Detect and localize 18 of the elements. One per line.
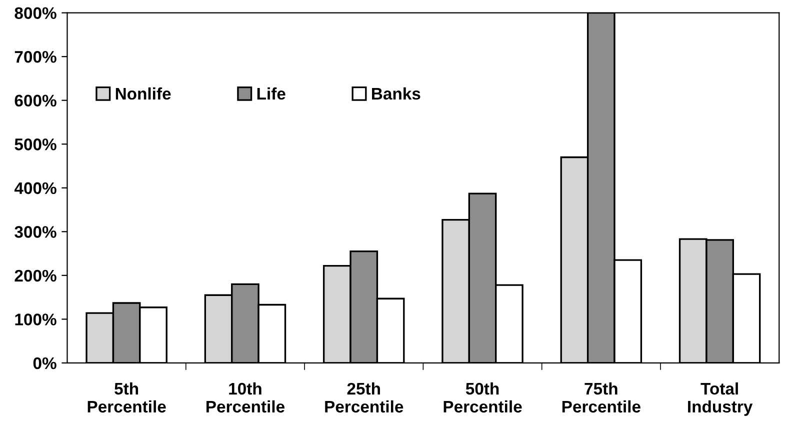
y-tick-label: 500% xyxy=(14,138,56,150)
x-tick-label: 10th Percentile xyxy=(206,382,284,413)
x-tick-label: 50th Percentile xyxy=(444,382,522,413)
y-tick-label: 400% xyxy=(14,182,56,194)
legend-label: Nonlife xyxy=(116,87,171,100)
x-tick-label: Total Industry xyxy=(688,382,753,416)
y-tick-label: 700% xyxy=(14,50,56,63)
y-tick-label: 0% xyxy=(33,357,56,370)
y-tick-label: 800% xyxy=(14,7,56,20)
x-tick-label: 75th Percentile xyxy=(562,382,640,413)
legend-label: Life xyxy=(257,87,286,100)
x-tick-label: 25th Percentile xyxy=(325,382,404,413)
y-tick-label: 100% xyxy=(15,314,56,326)
legend-label: Banks xyxy=(372,87,420,100)
y-tick-label: 300% xyxy=(14,226,56,238)
y-tick-label: 600% xyxy=(14,94,56,107)
y-tick-label: 200% xyxy=(14,270,56,282)
x-tick-label: 5th Percentile xyxy=(88,382,166,413)
